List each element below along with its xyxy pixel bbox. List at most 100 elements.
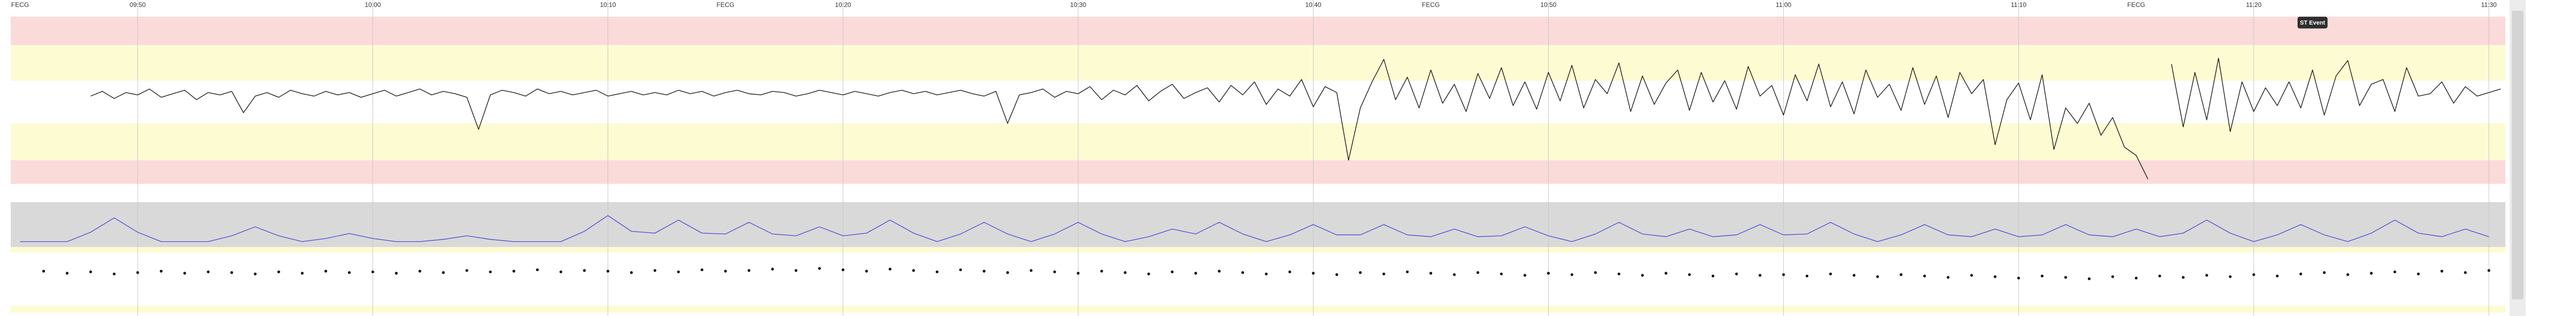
trace-dot [1759, 274, 1762, 277]
x-tick-label: 11:10 [2011, 1, 2026, 9]
event-badge [2297, 17, 2328, 29]
trace-dot [818, 267, 821, 270]
trace-dot [1570, 273, 1573, 276]
trace-dot [347, 271, 351, 274]
trace-dot [771, 267, 774, 271]
trace-dot [489, 270, 492, 274]
trace-dot [889, 267, 892, 271]
trace-dot [442, 271, 445, 274]
trace-dot [559, 270, 563, 274]
trace-dot [1335, 273, 1338, 276]
trace-dot [1664, 272, 1668, 275]
trace-dot [1711, 274, 1715, 278]
trace-dot [301, 272, 304, 275]
trace-dot [2181, 276, 2185, 279]
trace-dot [1523, 274, 1527, 277]
trace-dot [2440, 269, 2444, 273]
trace-dot [512, 269, 516, 273]
trace-dot [2017, 276, 2020, 280]
trace-dot [2041, 274, 2044, 278]
trace-dot [724, 269, 727, 273]
trace-dot [2393, 270, 2397, 274]
trace-dot [2111, 275, 2115, 279]
trace-dot [418, 269, 421, 273]
zone-band [11, 305, 2505, 313]
trace-dot [207, 270, 210, 274]
trace-dot [1147, 272, 1150, 275]
trace-dot [89, 270, 92, 274]
x-tick-label: 10:20 [835, 1, 851, 9]
trace-dot [606, 269, 610, 273]
trace-dot [653, 269, 657, 272]
trace-dot [959, 268, 963, 272]
trace-dot [1006, 271, 1009, 274]
x-tick-label: 10:50 [1540, 1, 1556, 9]
trace-dot [2464, 271, 2467, 274]
trace-line [90, 58, 2501, 180]
x-tick-label: 11:30 [2481, 1, 2497, 9]
trace-dot [1053, 270, 1056, 274]
trace-dot [700, 268, 703, 272]
trace-dot [1805, 274, 1809, 278]
mode-label: FECG [11, 1, 29, 9]
trace-dot [1029, 269, 1033, 272]
trace-dot [982, 269, 986, 273]
trace-dot [536, 268, 539, 272]
trace-dot [865, 269, 868, 273]
trace-dot [465, 269, 468, 272]
trace-dot [1547, 272, 1550, 275]
x-tick-label: 10:00 [365, 1, 381, 9]
trace-dot [677, 270, 680, 274]
trace-dot [1194, 272, 1198, 275]
trace-dot [2134, 276, 2138, 280]
trace-dot [1264, 272, 1268, 275]
trace-dot [371, 270, 374, 274]
trace-dot [1594, 271, 1597, 274]
trace-dot [254, 272, 257, 275]
trace-dot [2276, 274, 2279, 278]
trace-dot [1429, 272, 1433, 275]
trace-dot [842, 268, 845, 272]
trace-dot [583, 269, 586, 272]
trace-dot [1876, 275, 1879, 279]
zone-band [11, 17, 2505, 45]
scrollbar-thumb[interactable] [2512, 11, 2524, 299]
x-tick-label: 10:40 [1305, 1, 1321, 9]
trace-dot [794, 269, 798, 272]
trace-dot [2158, 274, 2161, 278]
trace-dot [1171, 270, 1174, 274]
panel-background [11, 202, 2505, 247]
panel-backgrounds [11, 17, 2505, 313]
trace-dot [1499, 272, 1503, 275]
trace-dot [1217, 269, 1221, 273]
trace-dot [1382, 272, 1385, 275]
trace-dot [1641, 274, 1644, 277]
trace-dot [42, 269, 46, 273]
trace-dot [935, 270, 939, 274]
trace-dot [1829, 272, 1832, 275]
x-tick-label: 09:50 [130, 1, 146, 9]
trace-dot [1970, 274, 1973, 277]
trace-dot [1406, 270, 1409, 274]
trace-dot [160, 269, 163, 273]
trace-dot [2346, 273, 2350, 276]
trace-dot [2064, 276, 2067, 279]
trace-dot [136, 271, 139, 274]
trace-line [20, 215, 2489, 242]
trace-dot [277, 270, 281, 274]
trace-dot [1782, 273, 1785, 276]
trace-dot [1100, 269, 1103, 273]
trace-dot [2323, 271, 2326, 274]
x-tick-label: 11:00 [1776, 1, 1791, 9]
trace-dot [2205, 274, 2208, 277]
trace-dot [1852, 274, 1855, 277]
x-tick-label: 10:10 [600, 1, 616, 9]
zone-band [11, 123, 2505, 160]
trace-dot [1994, 275, 1997, 279]
trace-dot [2252, 273, 2255, 276]
trace-dot [1476, 271, 1480, 274]
trace-dot [1241, 271, 1245, 274]
trace-dot [2299, 272, 2302, 275]
